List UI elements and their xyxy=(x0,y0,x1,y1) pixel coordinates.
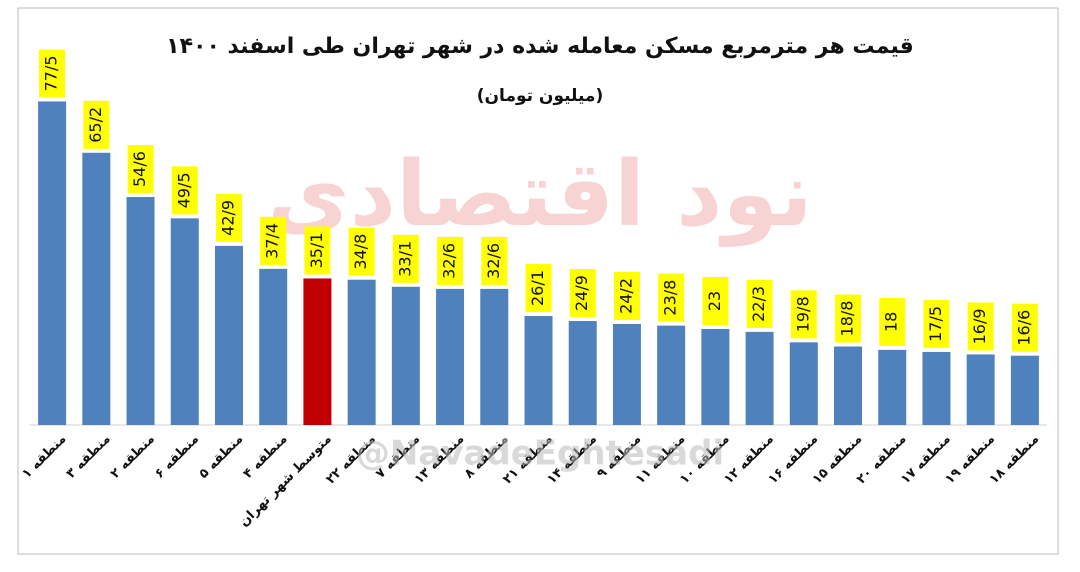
bar xyxy=(391,286,420,425)
value-label-box xyxy=(746,279,773,328)
value-label-box xyxy=(83,100,110,149)
value-label: 17/5 xyxy=(926,306,945,342)
value-label-box xyxy=(1011,303,1038,352)
bar xyxy=(922,351,951,425)
value-label-box xyxy=(171,166,198,215)
value-label-box xyxy=(525,264,552,313)
value-label: 33/1 xyxy=(395,241,414,277)
bar xyxy=(1010,355,1039,425)
value-label-box xyxy=(835,294,862,343)
value-label: 24/2 xyxy=(616,278,635,314)
chart-subtitle: (میلیون تومان) xyxy=(477,86,603,106)
value-label: 34/8 xyxy=(351,234,370,270)
value-label: 65/2 xyxy=(86,107,105,143)
bar xyxy=(170,218,199,425)
value-label-box xyxy=(304,226,331,275)
value-label-box xyxy=(260,216,287,265)
bar xyxy=(745,331,774,425)
chart-title: قیمت هر مترمربع مسکن معامله شده در شهر ت… xyxy=(166,34,914,59)
value-label-box xyxy=(348,227,375,276)
bar xyxy=(878,349,907,425)
bar xyxy=(480,288,509,425)
value-label-box xyxy=(392,234,419,283)
value-label: 22/3 xyxy=(749,286,768,322)
value-label-box xyxy=(967,302,994,351)
value-label: 19/8 xyxy=(793,296,812,332)
value-label: 16/6 xyxy=(1014,310,1033,346)
value-label: 32/6 xyxy=(440,243,459,279)
value-label: 54/6 xyxy=(130,151,149,187)
bar xyxy=(303,278,332,425)
value-label: 35/1 xyxy=(307,232,326,268)
bar xyxy=(568,321,597,425)
bar xyxy=(524,316,553,425)
value-label-box xyxy=(215,193,242,242)
value-label: 18/8 xyxy=(838,301,857,337)
value-label-box xyxy=(658,273,685,322)
value-label: 23/8 xyxy=(661,280,680,316)
bar xyxy=(436,288,465,425)
value-label-box xyxy=(481,236,508,285)
value-label-box xyxy=(879,297,906,346)
bar xyxy=(347,279,376,425)
bar xyxy=(657,325,686,425)
value-label-box xyxy=(613,271,640,320)
bar xyxy=(259,268,288,425)
bar xyxy=(966,354,995,425)
value-label-box xyxy=(569,269,596,318)
value-label: 37/4 xyxy=(263,223,282,259)
value-label: 42/9 xyxy=(218,200,237,236)
bar xyxy=(38,101,67,425)
value-label: 18 xyxy=(882,312,901,332)
value-label: 16/9 xyxy=(970,308,989,344)
watermark: @NavadeEghtesadi xyxy=(356,434,724,474)
value-label-box xyxy=(437,236,464,285)
bar xyxy=(834,346,863,425)
value-label-box xyxy=(127,145,154,194)
bar xyxy=(701,328,730,425)
value-label-box xyxy=(923,299,950,348)
value-label: 49/5 xyxy=(174,172,193,208)
bar xyxy=(612,323,641,425)
value-label-box xyxy=(790,290,817,339)
value-label-box xyxy=(702,276,729,325)
value-label: 32/6 xyxy=(484,243,503,279)
bar xyxy=(789,342,818,425)
bar xyxy=(214,245,243,425)
value-label: 77/5 xyxy=(42,55,61,91)
bar xyxy=(82,152,111,426)
value-label: 24/9 xyxy=(572,275,591,311)
value-label-box xyxy=(39,49,66,98)
bar xyxy=(126,197,155,425)
value-label: 26/1 xyxy=(528,270,547,306)
value-label: 23 xyxy=(705,291,724,311)
